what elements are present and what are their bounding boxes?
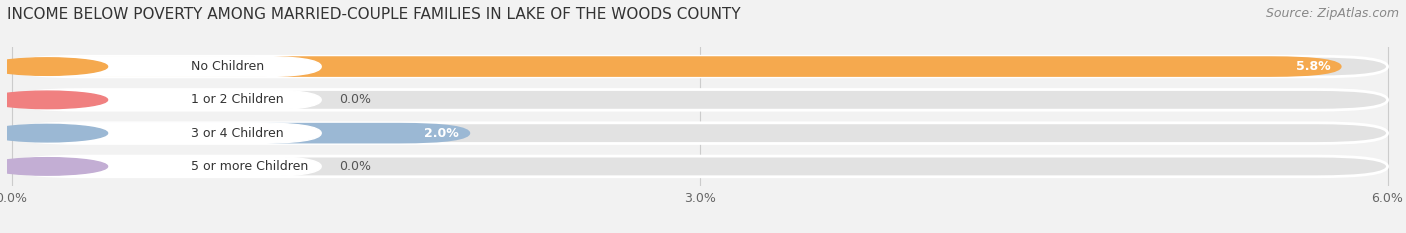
FancyBboxPatch shape bbox=[11, 123, 1388, 144]
Text: 0.0%: 0.0% bbox=[339, 93, 371, 106]
Circle shape bbox=[0, 58, 108, 75]
FancyBboxPatch shape bbox=[11, 123, 321, 144]
Text: 1 or 2 Children: 1 or 2 Children bbox=[191, 93, 284, 106]
Text: 3 or 4 Children: 3 or 4 Children bbox=[191, 127, 284, 140]
Text: 0.0%: 0.0% bbox=[339, 160, 371, 173]
FancyBboxPatch shape bbox=[11, 156, 1388, 177]
FancyBboxPatch shape bbox=[11, 56, 1341, 77]
Text: 5.8%: 5.8% bbox=[1295, 60, 1330, 73]
Text: No Children: No Children bbox=[191, 60, 264, 73]
FancyBboxPatch shape bbox=[11, 89, 321, 110]
FancyBboxPatch shape bbox=[11, 89, 1388, 110]
FancyBboxPatch shape bbox=[11, 156, 321, 177]
FancyBboxPatch shape bbox=[11, 56, 1388, 77]
Text: Source: ZipAtlas.com: Source: ZipAtlas.com bbox=[1265, 7, 1399, 20]
Text: 2.0%: 2.0% bbox=[425, 127, 458, 140]
Circle shape bbox=[0, 124, 108, 142]
Text: INCOME BELOW POVERTY AMONG MARRIED-COUPLE FAMILIES IN LAKE OF THE WOODS COUNTY: INCOME BELOW POVERTY AMONG MARRIED-COUPL… bbox=[7, 7, 741, 22]
Text: 5 or more Children: 5 or more Children bbox=[191, 160, 308, 173]
Circle shape bbox=[0, 158, 108, 175]
FancyBboxPatch shape bbox=[11, 56, 321, 77]
FancyBboxPatch shape bbox=[11, 123, 470, 144]
Circle shape bbox=[0, 91, 108, 109]
